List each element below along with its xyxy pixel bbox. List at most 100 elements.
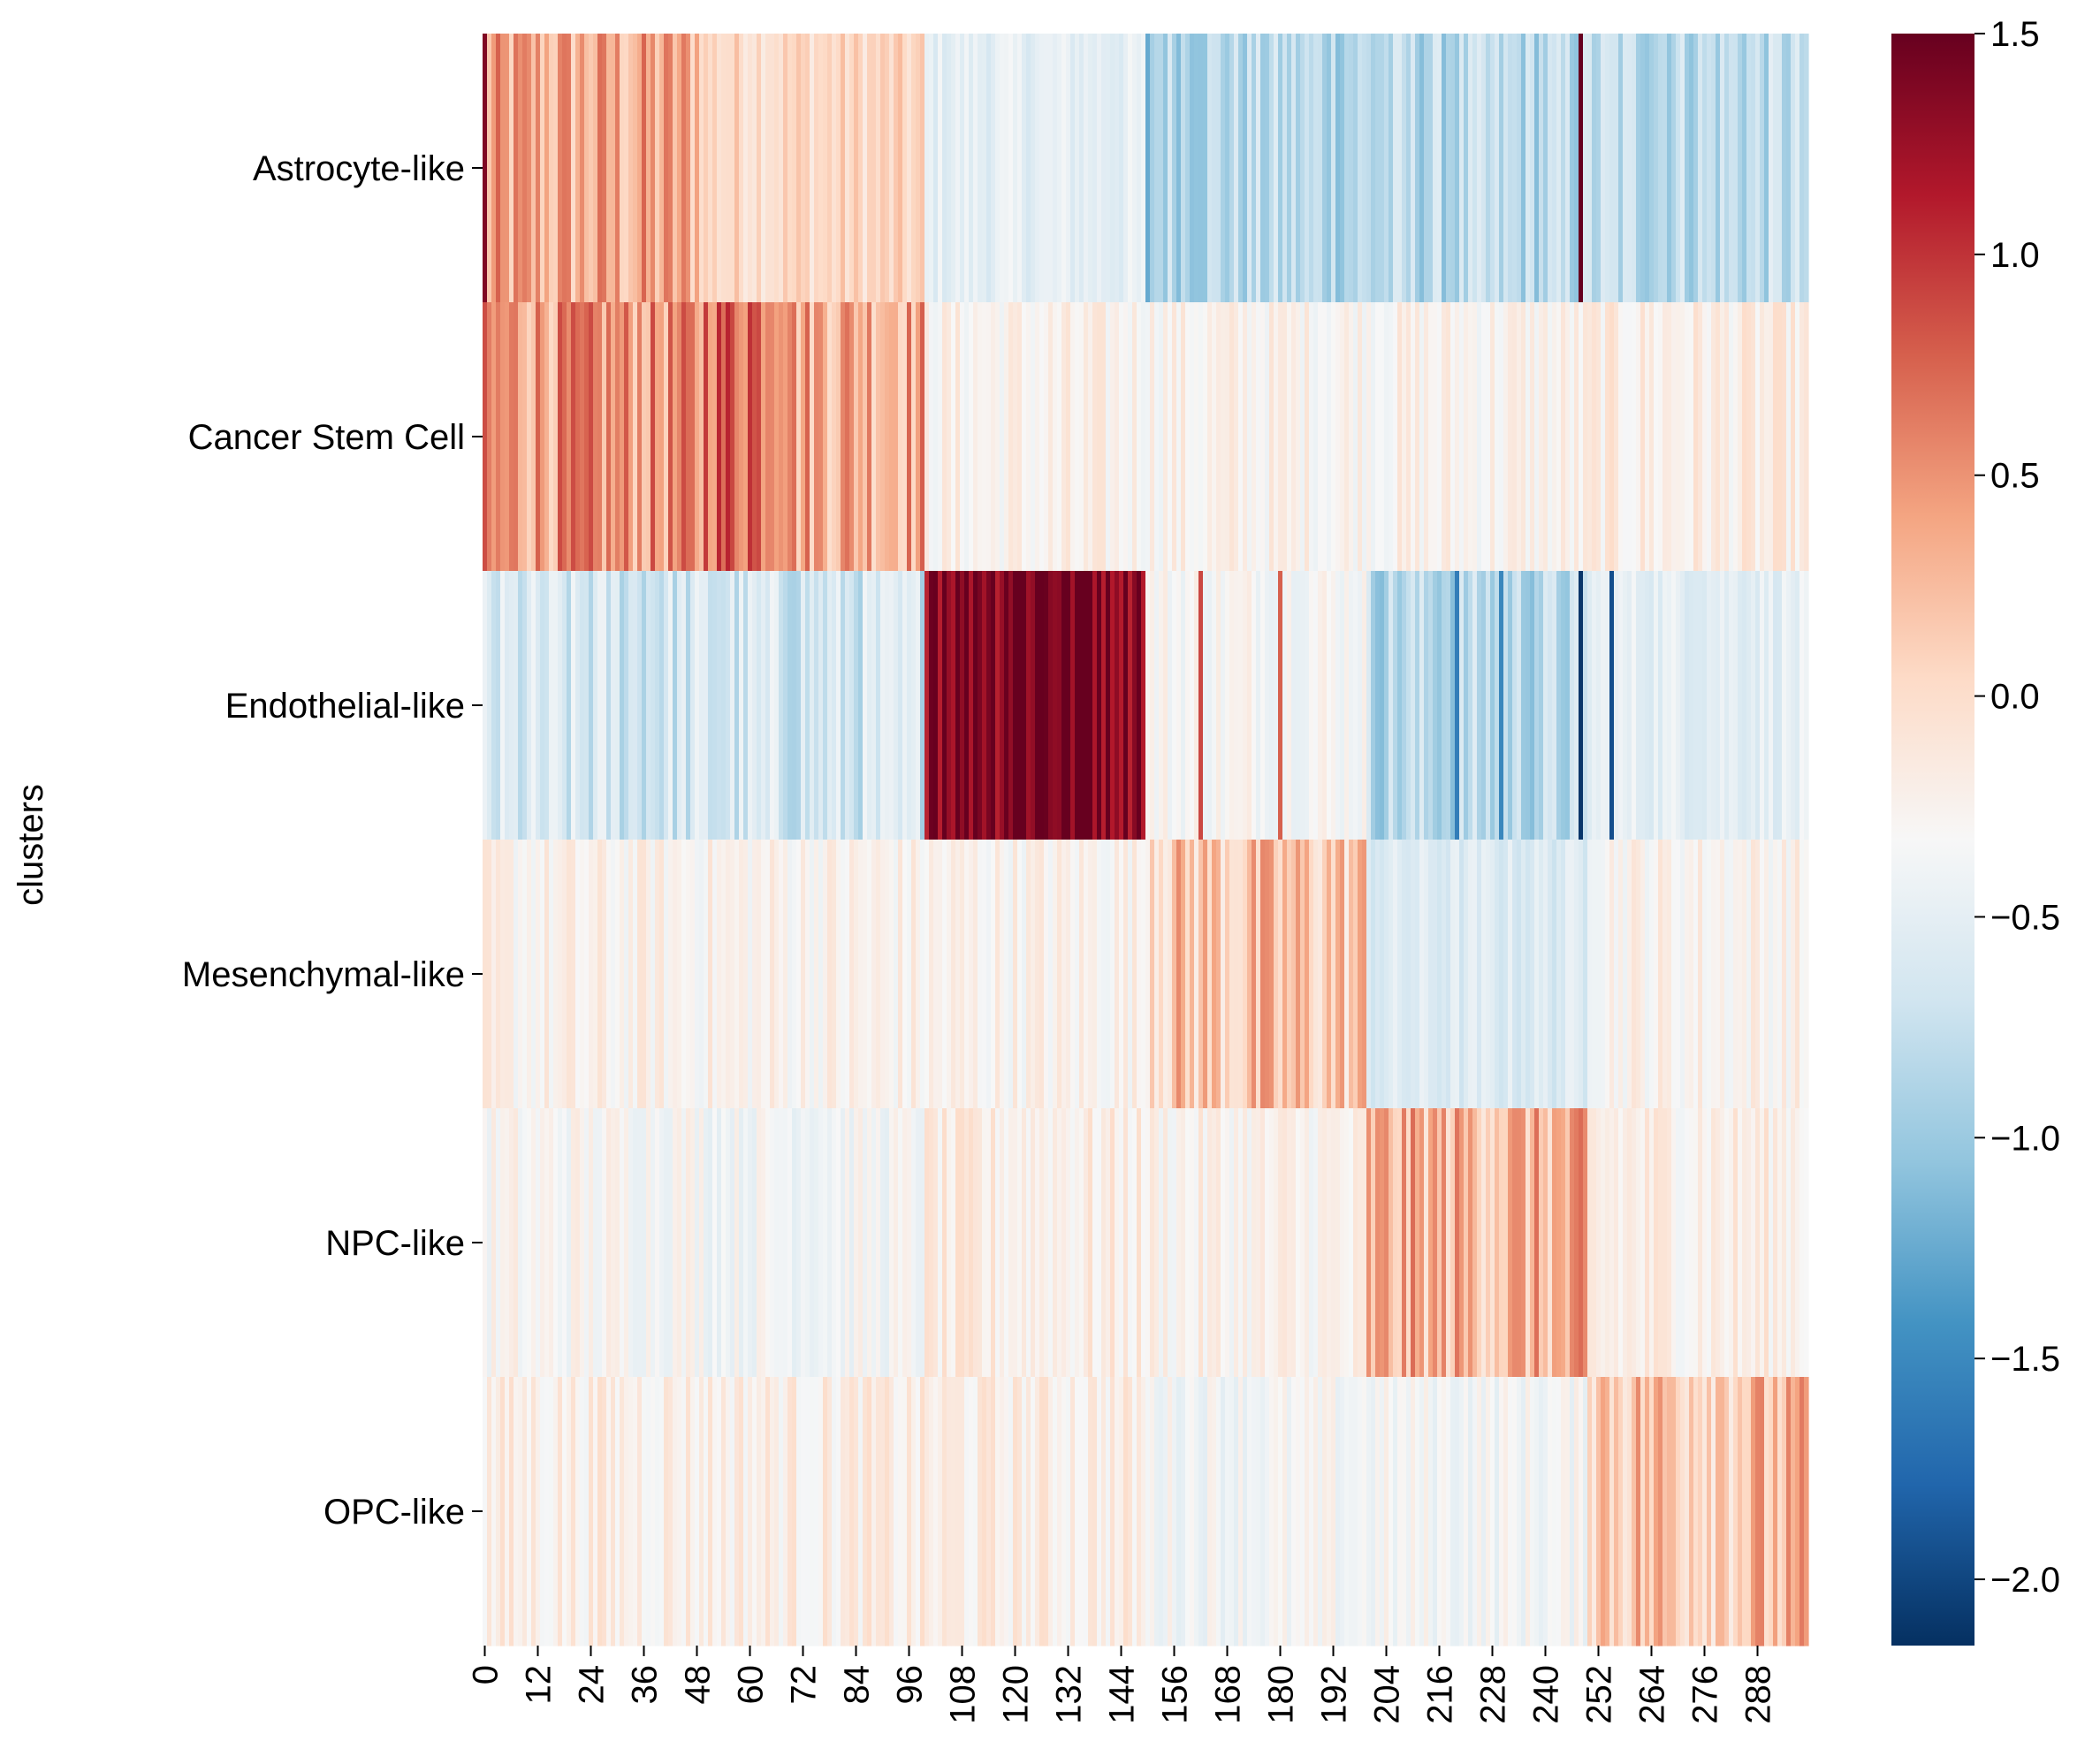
heatmap-cell [986, 1377, 992, 1646]
heatmap-cell [867, 840, 872, 1109]
heatmap-cell [712, 1377, 718, 1646]
heatmap-cell [1777, 302, 1783, 572]
heatmap-cell [509, 1377, 514, 1646]
heatmap-cell [1318, 1377, 1323, 1646]
heatmap-cell [1539, 1377, 1544, 1646]
heatmap-cell [978, 571, 983, 840]
heatmap-cell [1185, 571, 1191, 840]
heatmap-cell [947, 1377, 952, 1646]
heatmap-cell [1640, 571, 1646, 840]
x-tick-label: 228 [1474, 1665, 1513, 1724]
y-axis-label: clusters [11, 784, 50, 906]
heatmap-cell [1676, 1377, 1681, 1646]
heatmap-cell [1075, 1377, 1080, 1646]
heatmap-cell [1119, 34, 1124, 303]
heatmap-cell [743, 1108, 749, 1378]
heatmap-cell [699, 1377, 704, 1646]
heatmap-cell [1322, 1108, 1328, 1378]
heatmap-cell [1265, 571, 1270, 840]
heatmap-cell [1053, 302, 1058, 572]
heatmap-cell [1561, 840, 1566, 1109]
heatmap-cell [704, 1377, 709, 1646]
heatmap-cell [1654, 1377, 1659, 1646]
heatmap-cell [1216, 571, 1221, 840]
heatmap-cell [606, 1108, 612, 1378]
heatmap-cell [805, 1108, 810, 1378]
heatmap-cell [1092, 571, 1098, 840]
heatmap-cell [1380, 840, 1385, 1109]
heatmap-cell [646, 840, 651, 1109]
heatmap-cell [500, 1377, 506, 1646]
heatmap-cell [841, 840, 846, 1109]
heatmap-cell [1662, 34, 1668, 303]
heatmap-cell [1777, 571, 1783, 840]
heatmap-cell [1640, 1377, 1646, 1646]
heatmap-cell [1676, 1108, 1681, 1378]
heatmap-cell [902, 1377, 908, 1646]
heatmap-cell [1534, 571, 1540, 840]
heatmap-cell [955, 840, 961, 1109]
heatmap-cell [1676, 571, 1681, 840]
heatmap-cell [1296, 302, 1301, 572]
heatmap-cell [1450, 302, 1456, 572]
heatmap-cell [664, 34, 669, 303]
heatmap-cell [947, 571, 952, 840]
heatmap-cell [1287, 1377, 1292, 1646]
heatmap-cell [1702, 840, 1708, 1109]
heatmap-cell [615, 840, 620, 1109]
heatmap-cell [717, 34, 722, 303]
heatmap-cell [969, 840, 974, 1109]
heatmap-cell [567, 840, 572, 1109]
heatmap-cell [1570, 840, 1575, 1109]
heatmap-cell [1539, 34, 1544, 303]
heatmap-cell [1389, 571, 1394, 840]
heatmap-cell [1464, 302, 1469, 572]
heatmap-cell [1548, 1108, 1553, 1378]
heatmap-cell [757, 571, 762, 840]
heatmap-cell [1605, 1377, 1610, 1646]
heatmap-cell [712, 571, 718, 840]
heatmap-cell [938, 34, 943, 303]
heatmap-cell [1163, 34, 1168, 303]
heatmap-cell [553, 34, 559, 303]
heatmap-cell [1119, 840, 1124, 1109]
heatmap-cell [1437, 302, 1442, 572]
heatmap-cell [1733, 302, 1739, 572]
heatmap-cell [553, 571, 559, 840]
heatmap-cell [876, 571, 881, 840]
heatmap-cell [584, 571, 590, 840]
heatmap-cell [969, 571, 974, 840]
heatmap-cell [597, 840, 603, 1109]
heatmap-cell [1534, 34, 1540, 303]
heatmap-cell [483, 571, 488, 840]
heatmap-cell [907, 1108, 912, 1378]
heatmap-cell [770, 34, 775, 303]
heatmap-cell [1137, 302, 1142, 572]
heatmap-cell [536, 1108, 541, 1378]
heatmap-cell [1795, 34, 1800, 303]
heatmap-cell [955, 571, 961, 840]
heatmap-cell [1070, 1377, 1076, 1646]
heatmap-cell [1539, 840, 1544, 1109]
heatmap-cell [1309, 840, 1314, 1109]
heatmap-cell [1145, 1377, 1151, 1646]
heatmap-cell [1742, 840, 1747, 1109]
heatmap-cell [1442, 571, 1447, 840]
heatmap-cell [1305, 1377, 1310, 1646]
heatmap-cell [721, 571, 727, 840]
heatmap-cell [487, 1377, 492, 1646]
heatmap-cell [1490, 571, 1495, 840]
heatmap-cell [664, 571, 669, 840]
heatmap-cell [1508, 302, 1513, 572]
heatmap-cell [642, 1108, 647, 1378]
heatmap-cell [1468, 840, 1473, 1109]
heatmap-cell [1327, 1108, 1332, 1378]
heatmap-cell [748, 1108, 753, 1378]
heatmap-cell [1751, 840, 1756, 1109]
heatmap-cell [1667, 571, 1672, 840]
heatmap-cell [1671, 571, 1677, 840]
heatmap-cell [1618, 302, 1624, 572]
heatmap-cell [951, 1108, 956, 1378]
heatmap-cell [1455, 1108, 1460, 1378]
heatmap-cell [686, 840, 691, 1109]
